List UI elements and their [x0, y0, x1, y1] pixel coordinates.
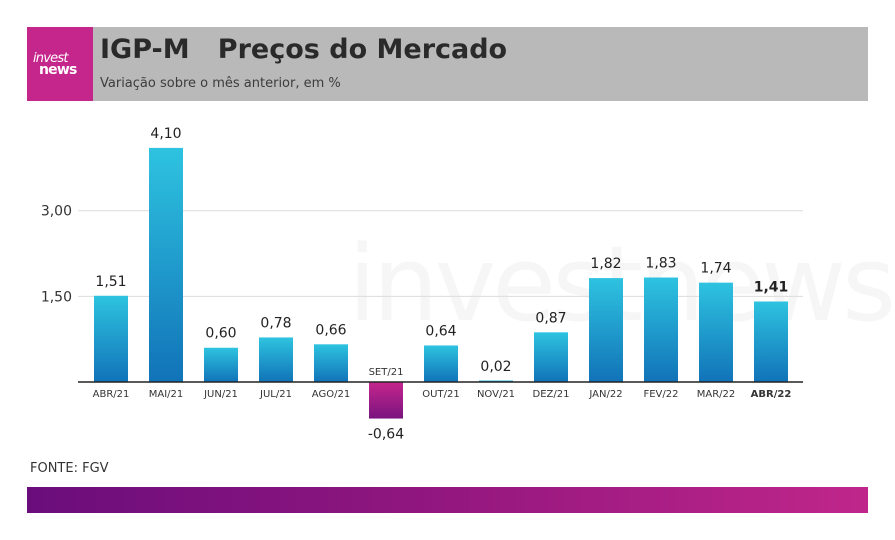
- investnews-logo: invest news: [27, 27, 93, 101]
- bars: [94, 147, 788, 419]
- x-tick-label: DEZ/21: [533, 389, 570, 400]
- bar: [369, 382, 403, 419]
- labels: 1,51 ABR/21 4,10 MAI/21 0,60 JUN/21 0,78 JUL/21…: [93, 126, 792, 443]
- footer-gradient-bar: [27, 487, 868, 513]
- y-tick-label: 3,00: [41, 204, 72, 220]
- source-note: FONTE: FGV: [30, 461, 109, 476]
- value-label: -0,64: [368, 427, 404, 443]
- x-tick-label: MAI/21: [149, 389, 184, 400]
- value-label: 1,74: [700, 261, 731, 277]
- value-label: 0,64: [425, 323, 456, 339]
- bar: [699, 282, 733, 382]
- bar: [534, 332, 568, 382]
- bar: [754, 301, 788, 382]
- x-tick-label: JUL/21: [259, 389, 292, 400]
- x-tick-label: OUT/21: [422, 389, 459, 400]
- logo-text-news: news: [39, 62, 77, 78]
- bar: [94, 295, 128, 382]
- x-tick-label: ABR/21: [93, 389, 130, 400]
- bar: [424, 345, 458, 382]
- bar: [479, 380, 513, 382]
- x-tick-label: NOV/21: [477, 389, 515, 400]
- x-tick-label: AGO/21: [312, 389, 350, 400]
- bar: [314, 344, 348, 382]
- bar: [204, 347, 238, 382]
- value-label: 0,87: [535, 310, 566, 326]
- value-label: 1,82: [590, 256, 621, 272]
- value-label: 4,10: [150, 126, 181, 142]
- value-label: 0,78: [260, 315, 291, 331]
- value-label: 0,60: [205, 326, 236, 342]
- value-label: 1,51: [95, 274, 126, 290]
- x-tick-label: SET/21: [369, 367, 404, 378]
- value-label: 1,83: [645, 256, 676, 272]
- value-label: 1,41: [754, 279, 789, 295]
- chart-title: IGP-M Preços do Mercado: [100, 34, 508, 65]
- bar: [589, 278, 623, 382]
- x-tick-label: ABR/22: [751, 389, 792, 400]
- value-label: 0,66: [315, 322, 346, 338]
- value-label: 0,02: [480, 359, 511, 375]
- x-tick-label: JUN/21: [203, 389, 238, 400]
- bar: [259, 337, 293, 382]
- y-tick-label: 1,50: [41, 289, 72, 305]
- bar: [149, 147, 183, 382]
- header-band: [27, 27, 868, 101]
- bar: [644, 277, 678, 382]
- x-tick-label: JAN/22: [588, 389, 622, 400]
- logo-text-invest: invest: [33, 51, 68, 66]
- x-tick-label: FEV/22: [643, 389, 678, 400]
- x-tick-label: MAR/22: [697, 389, 736, 400]
- gridlines: 1,50 3,00: [41, 204, 803, 305]
- chart-subtitle: Variação sobre o mês anterior, em %: [100, 76, 341, 91]
